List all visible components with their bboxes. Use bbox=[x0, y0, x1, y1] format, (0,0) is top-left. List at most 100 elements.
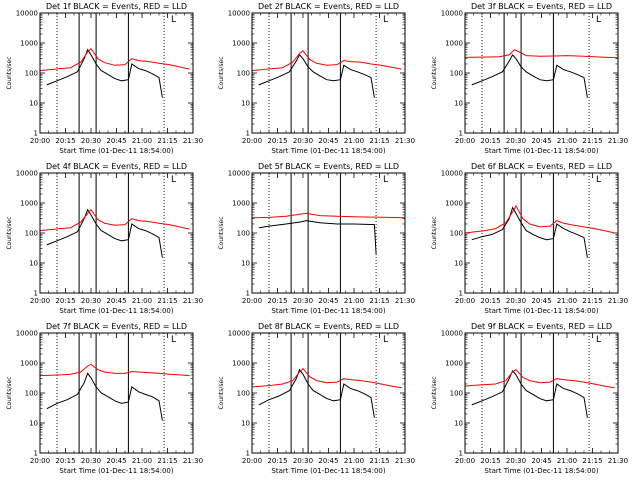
plot-frame bbox=[251, 332, 406, 454]
y-tick-label: 10000 bbox=[228, 170, 250, 178]
y-tick-label: 10000 bbox=[228, 330, 250, 338]
y-tick-label: 1 bbox=[459, 130, 463, 138]
y-tick-label: 1000 bbox=[445, 360, 463, 368]
plot-frame bbox=[464, 172, 619, 294]
events-series-line bbox=[258, 220, 377, 255]
plot-frame bbox=[39, 172, 194, 294]
x-tick-label: 20:30 bbox=[293, 137, 313, 145]
x-tick-label: 20:30 bbox=[506, 457, 526, 465]
events-series-line bbox=[46, 48, 163, 98]
corner-label: L bbox=[596, 335, 601, 345]
y-tick-label: 100 bbox=[25, 230, 38, 238]
x-tick-label: 21:00 bbox=[344, 457, 364, 465]
x-tick-label: 20:15 bbox=[267, 457, 287, 465]
corner-label: L bbox=[596, 175, 601, 185]
y-tick-label: 100 bbox=[25, 70, 38, 78]
x-tick-label: 20:00 bbox=[30, 297, 50, 305]
y-tick-label: 10000 bbox=[228, 10, 250, 18]
x-tick-label: 21:00 bbox=[557, 297, 577, 305]
x-axis-label: Start Time (01-Dec-11 18:54:00) bbox=[484, 147, 598, 155]
y-tick-label: 1 bbox=[34, 130, 38, 138]
x-tick-label: 20:15 bbox=[480, 457, 500, 465]
x-tick-label: 21:00 bbox=[557, 137, 577, 145]
lld-series-line bbox=[251, 212, 406, 219]
corner-label: L bbox=[171, 335, 176, 345]
x-tick-label: 20:00 bbox=[242, 297, 262, 305]
x-tick-label: 20:30 bbox=[506, 137, 526, 145]
x-tick-label: 20:45 bbox=[106, 137, 126, 145]
x-axis-label: Start Time (01-Dec-11 18:54:00) bbox=[271, 307, 385, 315]
panel-6: Det 6f BLACK = Events, RED = LLD Counts/s… bbox=[431, 162, 628, 315]
x-axis-label: Start Time (01-Dec-11 18:54:00) bbox=[484, 307, 598, 315]
y-tick-label: 10 bbox=[29, 100, 38, 108]
panel-4: Det 4f BLACK = Events, RED = LLD Counts/s… bbox=[6, 162, 203, 315]
x-tick-label: 21:00 bbox=[344, 297, 364, 305]
x-tick-label: 21:15 bbox=[582, 457, 602, 465]
y-tick-label: 100 bbox=[25, 390, 38, 398]
plot-frame bbox=[39, 12, 194, 134]
x-tick-label: 20:00 bbox=[455, 137, 475, 145]
x-tick-label: 20:00 bbox=[242, 137, 262, 145]
x-tick-label: 21:15 bbox=[369, 137, 389, 145]
x-tick-label: 21:15 bbox=[582, 297, 602, 305]
y-tick-label: 100 bbox=[237, 390, 250, 398]
x-tick-label: 21:30 bbox=[395, 457, 415, 465]
events-series-line bbox=[258, 54, 375, 98]
y-axis-label: Counts/sec bbox=[431, 216, 438, 249]
plot-frame bbox=[39, 332, 194, 454]
y-axis-label: Counts/sec bbox=[6, 376, 13, 409]
x-tick-label: 21:15 bbox=[369, 297, 389, 305]
x-tick-label: 20:15 bbox=[55, 297, 75, 305]
x-tick-label: 20:15 bbox=[267, 137, 287, 145]
y-tick-label: 1 bbox=[246, 290, 250, 298]
x-tick-label: 21:15 bbox=[157, 457, 177, 465]
corner-label: L bbox=[383, 335, 388, 345]
y-axis-label: Counts/sec bbox=[431, 56, 438, 89]
x-tick-label: 21:00 bbox=[344, 137, 364, 145]
y-tick-label: 10 bbox=[29, 420, 38, 428]
x-tick-label: 20:15 bbox=[55, 457, 75, 465]
x-tick-label: 20:45 bbox=[318, 457, 338, 465]
panel-title: Det 4f BLACK = Events, RED = LLD bbox=[46, 162, 187, 171]
y-axis-label: Counts/sec bbox=[218, 216, 225, 249]
lld-series-line bbox=[39, 47, 190, 72]
panel-7: Det 7f BLACK = Events, RED = LLD Counts/s… bbox=[6, 322, 203, 475]
lld-series-line bbox=[251, 367, 402, 389]
panel-1: Det 1f BLACK = Events, RED = LLD Counts/s… bbox=[6, 2, 203, 155]
x-tick-label: 20:30 bbox=[293, 457, 313, 465]
y-tick-label: 10 bbox=[454, 100, 463, 108]
panel-title: Det 6f BLACK = Events, RED = LLD bbox=[471, 162, 612, 171]
x-tick-label: 21:00 bbox=[132, 457, 152, 465]
y-tick-label: 10000 bbox=[16, 330, 38, 338]
y-tick-label: 1000 bbox=[20, 200, 38, 208]
y-axis-label: Counts/sec bbox=[218, 56, 225, 89]
x-tick-label: 20:45 bbox=[106, 457, 126, 465]
x-tick-label: 21:30 bbox=[183, 137, 203, 145]
events-series-line bbox=[471, 369, 588, 418]
x-axis-label: Start Time (01-Dec-11 18:54:00) bbox=[484, 467, 598, 475]
x-tick-label: 21:30 bbox=[183, 457, 203, 465]
y-tick-label: 100 bbox=[450, 390, 463, 398]
panel-title: Det 7f BLACK = Events, RED = LLD bbox=[46, 322, 187, 331]
y-tick-label: 10000 bbox=[441, 10, 463, 18]
x-tick-label: 20:00 bbox=[242, 457, 262, 465]
y-tick-label: 10 bbox=[241, 420, 250, 428]
y-tick-label: 100 bbox=[237, 230, 250, 238]
x-tick-label: 21:30 bbox=[183, 297, 203, 305]
panel-3: Det 3f BLACK = Events, RED = LLD Counts/s… bbox=[431, 2, 628, 155]
x-tick-label: 20:00 bbox=[455, 457, 475, 465]
x-tick-label: 21:15 bbox=[157, 297, 177, 305]
lld-series-line bbox=[39, 208, 190, 232]
y-axis-label: Counts/sec bbox=[6, 216, 13, 249]
y-tick-label: 1 bbox=[459, 290, 463, 298]
panel-title: Det 1f BLACK = Events, RED = LLD bbox=[46, 2, 187, 11]
panel-8: Det 8f BLACK = Events, RED = LLD Counts/s… bbox=[218, 322, 415, 475]
plot-frame bbox=[251, 172, 406, 294]
y-tick-label: 10000 bbox=[441, 330, 463, 338]
x-tick-label: 20:30 bbox=[81, 297, 101, 305]
y-tick-label: 1 bbox=[246, 450, 250, 458]
lld-series-line bbox=[464, 49, 619, 59]
lld-series-line bbox=[251, 50, 402, 72]
y-axis-label: Counts/sec bbox=[218, 376, 225, 409]
